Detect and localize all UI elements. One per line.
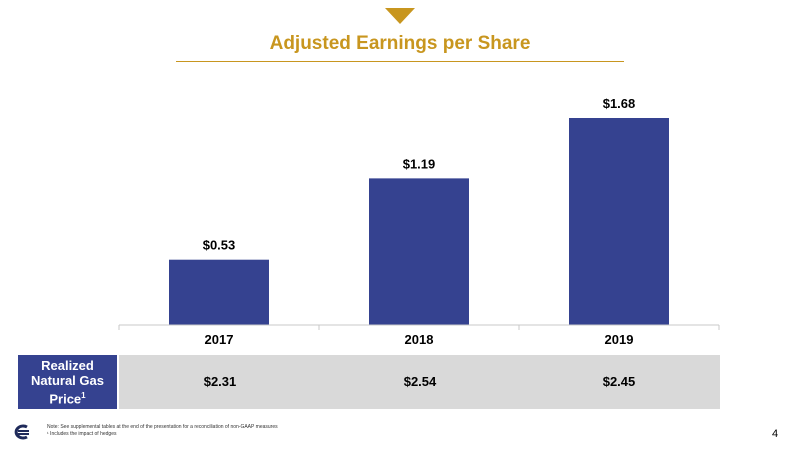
category-label-2017: 2017	[205, 332, 234, 347]
data-label-2019: $1.68	[603, 96, 636, 111]
data-label-2017: $0.53	[203, 238, 236, 253]
category-label-2018: 2018	[405, 332, 434, 347]
chevron-down-icon	[385, 8, 415, 24]
price-value-2017: $2.31	[203, 374, 237, 389]
price-label-line2: Natural Gas	[31, 372, 104, 388]
footnote-line2: ¹ Includes the impact of hedges	[47, 431, 117, 437]
price-label-line3: Price	[49, 391, 82, 407]
bar-2018	[369, 178, 469, 325]
price-value-2019: $2.45	[602, 374, 636, 389]
price-label-line1: Realized	[41, 357, 94, 373]
price-band	[119, 355, 720, 409]
price-value-2018: $2.54	[403, 374, 437, 389]
price-label-footnote: 1	[81, 390, 86, 400]
data-label-2018: $1.19	[403, 156, 436, 171]
realized-price-row: Realized Natural Gas Price1 $2.31 $2.54 …	[18, 355, 720, 409]
realized-price-label: Realized Natural Gas Price1	[18, 355, 117, 409]
company-logo-icon	[14, 424, 29, 440]
footnote-line1: Note: See supplemental tables at the end…	[47, 424, 278, 430]
footnote: Note: See supplemental tables at the end…	[47, 424, 278, 438]
page-number: 4	[772, 428, 779, 440]
chart-title: Adjusted Earnings per Share	[269, 33, 531, 54]
category-label-2019: 2019	[605, 332, 634, 347]
bar-2017	[169, 259, 269, 325]
title-underline	[176, 61, 624, 62]
bar-chart: $0.53 2017 $1.19 2018 $1.68 2019	[118, 96, 720, 347]
bar-2019	[569, 118, 669, 325]
